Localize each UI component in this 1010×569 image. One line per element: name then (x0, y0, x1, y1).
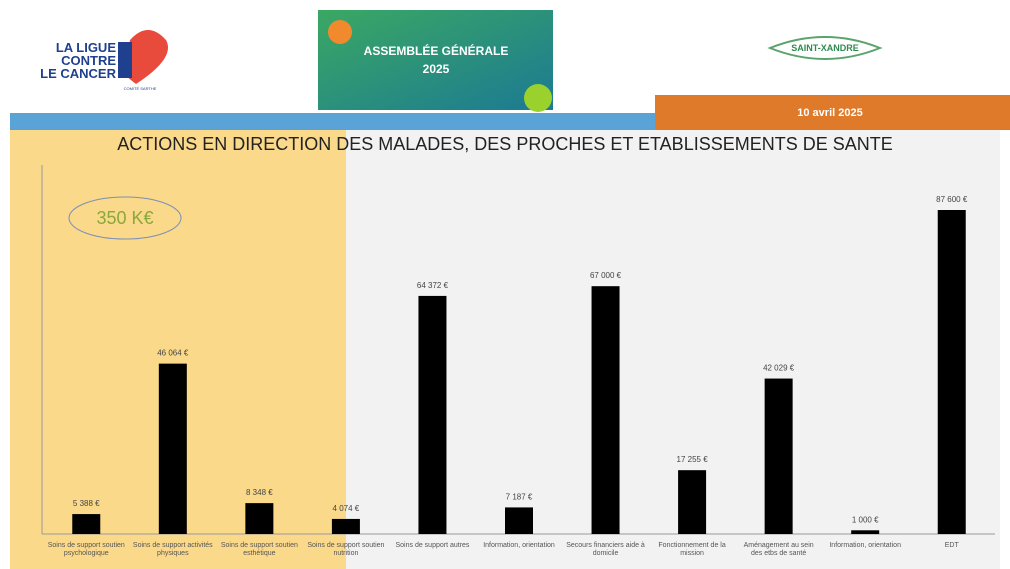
value-label: 4 074 € (333, 504, 360, 513)
value-label: 87 600 € (936, 195, 968, 204)
x-tick-label: Secours financiers aide à domicile (566, 542, 645, 557)
value-label: 67 000 € (590, 271, 622, 280)
bar (851, 530, 880, 534)
chart-title: ACTIONS EN DIRECTION DES MALADES, DES PR… (117, 134, 893, 154)
value-label: 17 255 € (677, 455, 709, 464)
annotation-ellipse (68, 196, 182, 240)
event-year: 2025 (423, 62, 450, 76)
value-label: 1 000 € (852, 515, 879, 524)
value-label: 42 029 € (763, 364, 795, 373)
bar (937, 210, 966, 534)
x-tick-label: Soins de support autres (395, 542, 470, 549)
x-tick-label: Soins de support soutien psychologique (47, 542, 125, 557)
date-band (655, 95, 1010, 130)
bar (505, 507, 533, 534)
value-label: 5 388 € (73, 499, 100, 508)
bar (158, 363, 187, 534)
x-tick-label: Soins de support activités physiques (132, 542, 213, 557)
bar (72, 514, 101, 534)
annotation: 350 K€ (96, 208, 153, 228)
town-logo (767, 36, 883, 60)
town-name: SAINT-XANDRE (791, 43, 859, 53)
logo-text: LA LIGUE (56, 40, 117, 55)
bar (591, 286, 620, 534)
x-tick-label: Soins de support soutien nutrition (307, 542, 385, 557)
x-tick-label: Information, orientation (829, 542, 901, 549)
bar (245, 503, 274, 534)
bar (331, 518, 360, 534)
x-tick-label: Aménagement au sein des etbs de santé (743, 542, 814, 557)
value-label: 46 064 € (157, 349, 189, 358)
banner-decoration (328, 20, 352, 44)
x-tick-label: Soins de support soutien esthétique (220, 542, 298, 557)
date: 10 avril 2025 (797, 107, 862, 119)
value-label: 7 187 € (506, 492, 533, 501)
logo-subtext: COMITÉ SARTHE (124, 86, 157, 91)
logo-mark (118, 42, 132, 78)
event-title: ASSEMBLÉE GÉNÉRALE (364, 43, 509, 58)
x-tick-label: Fonctionnement de la mission (658, 542, 726, 557)
bar (764, 378, 793, 534)
event-banner (318, 10, 553, 110)
value-label: 64 372 € (417, 281, 449, 290)
x-tick-label: Information, orientation (483, 542, 555, 549)
logo-text: LE CANCER (40, 66, 116, 81)
blue-band (10, 113, 655, 130)
logo-text: CONTRE (61, 53, 116, 68)
banner-decoration (524, 84, 552, 112)
x-tick-label: EDT (944, 542, 959, 549)
bar (418, 295, 447, 534)
value-label: 8 348 € (246, 488, 273, 497)
logo-heart (124, 30, 168, 84)
bar (678, 470, 707, 534)
